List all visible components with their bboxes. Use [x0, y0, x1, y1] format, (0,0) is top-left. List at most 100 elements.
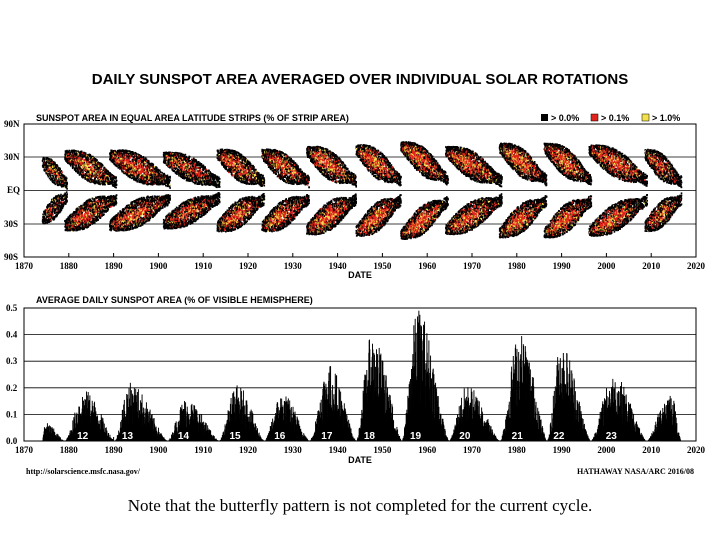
butterfly-cell: [77, 222, 80, 225]
butterfly-cell: [66, 224, 69, 227]
butterfly-cell: [87, 168, 90, 171]
butterfly-cell: [82, 218, 84, 221]
butterfly-cell: [143, 164, 145, 167]
butterfly-cell: [84, 208, 87, 211]
butterfly-cell: [61, 207, 64, 209]
butterfly-cell: [94, 221, 96, 224]
butterfly-cell: [68, 150, 70, 153]
butterfly-cell: [75, 215, 77, 218]
butterfly-cell: [114, 150, 117, 153]
butterfly-cell: [44, 164, 47, 166]
butterfly-cell: [68, 217, 71, 220]
butterfly-cell: [86, 159, 88, 161]
butterfly-xtick-label: 1890: [105, 261, 124, 271]
butterfly-cell: [87, 206, 90, 209]
butterfly-cell: [74, 163, 77, 166]
butterfly-cell: [46, 167, 49, 169]
butterfly-cell: [115, 184, 118, 186]
butterfly-cell: [48, 169, 51, 172]
butterfly-cell: [131, 201, 134, 203]
butterfly-cell: [45, 157, 47, 159]
butterfly-cell: [51, 164, 53, 167]
butterfly-cell: [65, 159, 68, 162]
butterfly-xtick-label: 1870: [15, 261, 34, 271]
butterfly-cell: [69, 158, 71, 161]
legend-swatch-yellow: [641, 113, 650, 122]
butterfly-cell: [111, 203, 114, 205]
butterfly-cell: [81, 158, 84, 161]
butterfly-cell: [57, 179, 59, 182]
butterfly-cell: [75, 217, 77, 219]
butterfly-cell: [87, 203, 90, 206]
butterfly-cell: [65, 176, 67, 179]
butterfly-xtick-label: 1950: [373, 261, 392, 271]
butterfly-cell: [80, 166, 83, 168]
butterfly-xtick-label: 1970: [463, 261, 482, 271]
butterfly-cell: [81, 208, 84, 211]
butterfly-cell: [101, 174, 104, 177]
butterfly-cell: [47, 159, 50, 161]
butterfly-cell: [51, 171, 53, 174]
butterfly-cell: [51, 159, 53, 162]
butterfly-cell: [85, 214, 88, 217]
butterfly-cell: [76, 167, 79, 169]
butterfly-cell: [72, 166, 74, 168]
butterfly-cell: [69, 162, 72, 165]
butterfly-cell: [79, 217, 81, 220]
butterfly-cell: [85, 154, 88, 157]
butterfly-cell: [53, 202, 55, 205]
butterfly-cell: [54, 197, 56, 200]
butterfly-xtick-label: 2010: [642, 261, 661, 271]
butterfly-cell: [77, 172, 79, 174]
butterfly-cell: [81, 219, 84, 222]
figure-title: DAILY SUNSPOT AREA AVERAGED OVER INDIVID…: [92, 71, 628, 88]
butterfly-cell: [66, 223, 69, 225]
butterfly-cell: [55, 208, 57, 210]
butterfly-cell: [65, 186, 68, 189]
butterfly-cell: [58, 204, 61, 207]
butterfly-cell: [85, 166, 88, 169]
butterfly-cell: [82, 206, 84, 209]
butterfly-cell: [51, 214, 54, 216]
butterfly-cell: [113, 221, 115, 223]
butterfly-cell: [64, 220, 66, 222]
butterfly-cell: [113, 223, 116, 226]
butterfly-xtick-label: 1910: [194, 261, 213, 271]
butterfly-cell: [51, 205, 53, 207]
butterfly-cell: [74, 162, 77, 164]
butterfly-cell: [75, 170, 78, 173]
butterfly-cell: [61, 185, 63, 188]
butterfly-cell: [64, 157, 67, 160]
butterfly-cell: [79, 207, 81, 209]
butterfly-cell: [79, 167, 82, 170]
butterfly-cell: [64, 156, 67, 159]
legend-swatch-red: [590, 113, 599, 122]
butterfly-cell: [72, 163, 75, 165]
butterfly-cell: [54, 171, 56, 173]
butterfly-cell: [60, 184, 63, 186]
butterfly-cell: [63, 175, 66, 177]
butterfly-cell: [46, 157, 49, 159]
butterfly-cell: [64, 150, 67, 152]
butterfly-cell: [54, 183, 57, 186]
butterfly-cell: [79, 172, 82, 175]
butterfly-cell: [67, 224, 69, 227]
butterfly-cell: [51, 210, 54, 213]
butterfly-cell: [62, 174, 65, 177]
butterfly-cell: [56, 174, 58, 177]
butterfly-cell: [68, 160, 70, 163]
butterfly-cell: [49, 162, 52, 165]
butterfly-cell: [47, 163, 49, 165]
butterfly-cell: [53, 163, 55, 166]
butterfly-cell: [51, 178, 53, 181]
butterfly-cell: [68, 159, 71, 162]
butterfly-legend: > 0.0% > 0.1% > 1.0%: [541, 113, 680, 123]
butterfly-cell: [51, 174, 53, 177]
butterfly-cell: [79, 152, 82, 155]
butterfly-cell: [77, 215, 79, 218]
butterfly-cell: [66, 182, 68, 185]
butterfly-cell: [75, 153, 77, 155]
butterfly-cell: [65, 220, 68, 222]
butterfly-cell: [81, 224, 83, 227]
butterfly-xtick-label: 1920: [239, 261, 258, 271]
